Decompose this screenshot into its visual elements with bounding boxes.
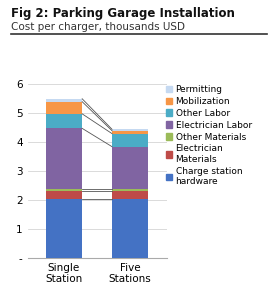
Bar: [112, 191, 148, 200]
Bar: [46, 128, 82, 189]
Bar: [46, 200, 82, 258]
Bar: [46, 191, 82, 200]
Bar: [46, 189, 82, 191]
Bar: [46, 114, 82, 128]
Bar: [112, 129, 148, 131]
Bar: [46, 99, 82, 102]
Bar: [112, 147, 148, 189]
Bar: [112, 131, 148, 134]
Bar: [46, 102, 82, 114]
Bar: [112, 134, 148, 147]
Bar: [112, 189, 148, 191]
Text: Cost per charger, thousands USD: Cost per charger, thousands USD: [11, 22, 185, 32]
Legend: Permitting, Mobilization, Other Labor, Electrician Labor, Other Materials, Elect: Permitting, Mobilization, Other Labor, E…: [166, 85, 252, 186]
Text: Fig 2: Parking Garage Installation: Fig 2: Parking Garage Installation: [11, 8, 235, 20]
Bar: [112, 200, 148, 258]
